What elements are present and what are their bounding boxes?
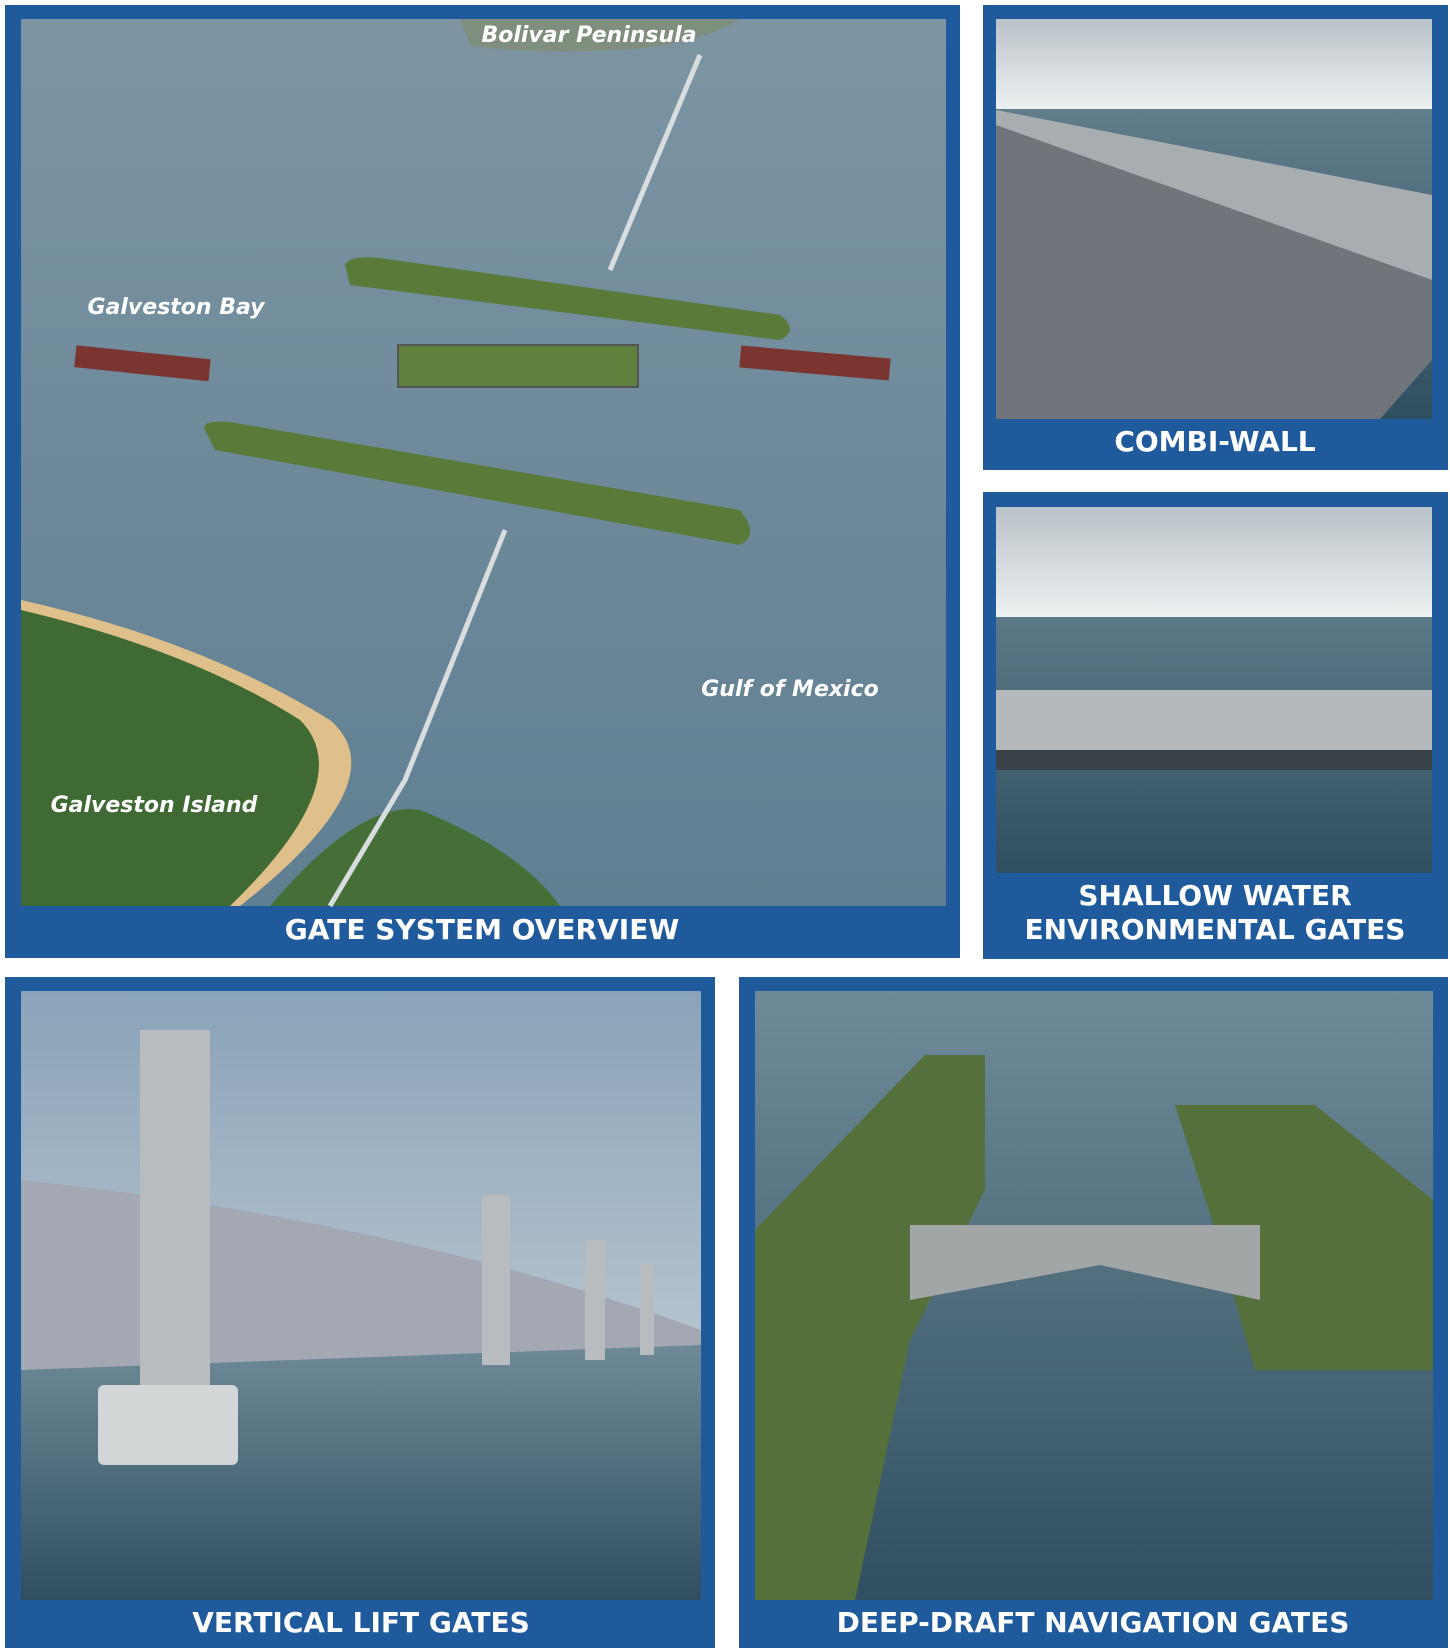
gate-openings	[996, 750, 1432, 770]
caption: VERTICAL LIFT GATES	[192, 1606, 530, 1639]
map-label: Galveston Bay	[87, 295, 266, 320]
water	[21, 1340, 701, 1600]
caption: GATE SYSTEM OVERVIEW	[285, 913, 680, 946]
island-north	[345, 257, 790, 340]
overview-panel: Bolivar Peninsula Galveston Bay Gulf of …	[5, 5, 960, 958]
caption: COMBI-WALL	[1114, 425, 1315, 458]
island-west	[755, 1055, 985, 1600]
ship-east	[739, 345, 891, 381]
tower-base	[98, 1385, 238, 1465]
gate-structure	[996, 690, 1432, 750]
caption: ENVIRONMENTAL GATES	[1025, 913, 1406, 946]
ship-west	[74, 345, 211, 382]
island-middle	[397, 344, 639, 388]
map-label: Gulf of Mexico	[701, 677, 879, 702]
tower	[640, 1265, 654, 1355]
peninsula	[460, 19, 740, 52]
map-label: Bolivar Peninsula	[481, 23, 696, 48]
sky	[996, 507, 1432, 617]
vertical-lift-panel: VERTICAL LIFT GATES	[5, 977, 715, 1648]
combi-wall-panel: COMBI-WALL	[983, 5, 1448, 470]
barrier-wall	[327, 54, 703, 908]
caption: SHALLOW WATER	[1078, 879, 1351, 912]
caption: DEEP-DRAFT NAVIGATION GATES	[837, 1606, 1350, 1639]
tower	[140, 1030, 210, 1410]
shallow-water-panel: SHALLOW WATER ENVIRONMENTAL GATES	[983, 492, 1448, 959]
island-east	[1175, 1105, 1433, 1370]
tower	[585, 1240, 605, 1360]
map-label: Galveston Island	[51, 793, 258, 818]
wall-deck	[996, 110, 1432, 280]
island	[21, 610, 319, 906]
sky	[996, 19, 1432, 109]
island-south	[204, 421, 751, 545]
tower	[482, 1195, 510, 1365]
deep-draft-panel: DEEP-DRAFT NAVIGATION GATES	[739, 977, 1448, 1648]
sector-gates	[910, 1225, 1260, 1300]
